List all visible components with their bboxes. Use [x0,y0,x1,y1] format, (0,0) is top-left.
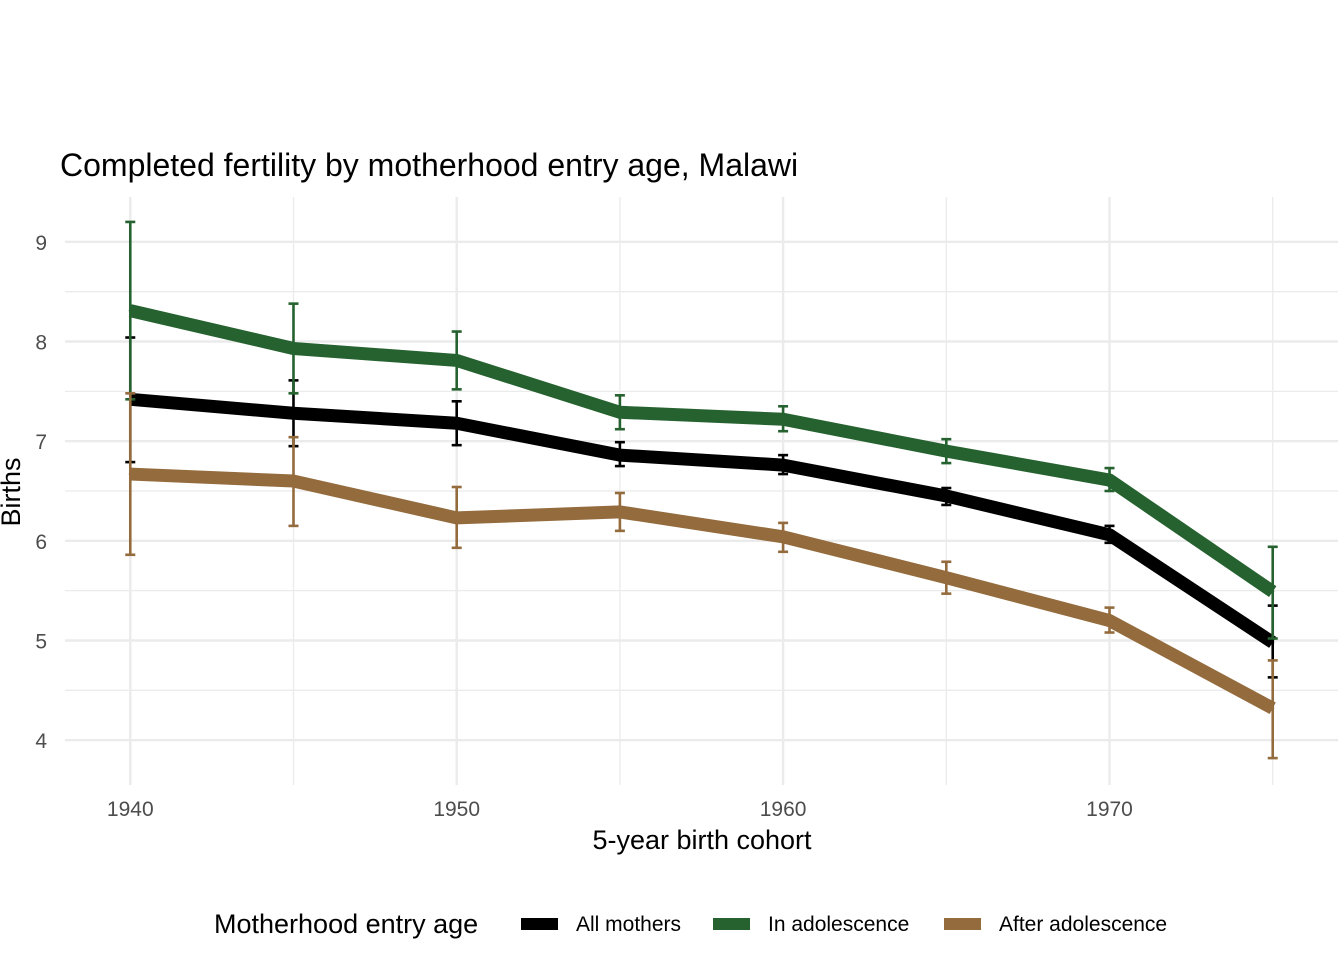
x-tick-label: 1950 [433,798,480,821]
data-point [1108,619,1112,623]
y-tick-label: 9 [35,232,47,255]
series-1 [125,220,1278,640]
data-point [944,494,948,498]
x-axis-label: 5-year birth cohort [592,825,812,855]
data-point [291,411,295,415]
series-line [130,467,1276,714]
chart-title: Completed fertility by motherhood entry … [60,147,798,183]
data-point [291,479,295,483]
data-point [781,417,785,421]
legend-items: All mothers In adolescence After adolescen… [521,913,1167,936]
y-tick-label: 4 [35,730,47,753]
x-tick-label: 1960 [760,798,807,821]
x-axis-ticks: 1940 1950 1960 1970 [107,798,1133,821]
legend-label: After adolescence [999,913,1167,936]
legend-title: Motherhood entry age [214,909,478,939]
series-layer [125,220,1278,760]
legend-label: In adolescence [768,913,909,936]
data-point [618,510,622,514]
y-axis-ticks: 4 5 6 7 8 9 [35,232,47,753]
y-tick-label: 5 [35,630,47,653]
data-point [1108,533,1112,537]
y-axis-label: Births [0,457,26,526]
series-2 [125,392,1278,760]
data-point [781,535,785,539]
data-point [781,463,785,467]
data-point [128,472,132,476]
y-tick-label: 8 [35,332,47,355]
legend-item: All mothers [521,913,681,936]
series-line [129,392,1277,648]
data-point [944,576,948,580]
data-point [618,410,622,414]
data-point [455,516,459,520]
data-point [618,453,622,457]
y-tick-label: 7 [35,431,47,454]
data-point [291,346,295,350]
data-point [455,421,459,425]
legend-item: After adolescence [944,913,1167,936]
series-0 [125,336,1278,679]
legend: Motherhood entry age All mothers In adole… [214,909,1167,939]
data-point [1271,640,1275,644]
legend-label: All mothers [576,913,681,936]
data-point [455,358,459,362]
data-point [1108,478,1112,482]
x-tick-label: 1940 [107,798,154,821]
data-point [1271,706,1275,710]
data-point [128,309,132,313]
data-point [944,449,948,453]
series-line [128,304,1277,598]
y-tick-label: 6 [35,531,47,554]
grid-minor [65,197,1338,785]
x-tick-label: 1970 [1086,798,1133,821]
data-point [1271,590,1275,594]
legend-item: In adolescence [713,913,909,936]
